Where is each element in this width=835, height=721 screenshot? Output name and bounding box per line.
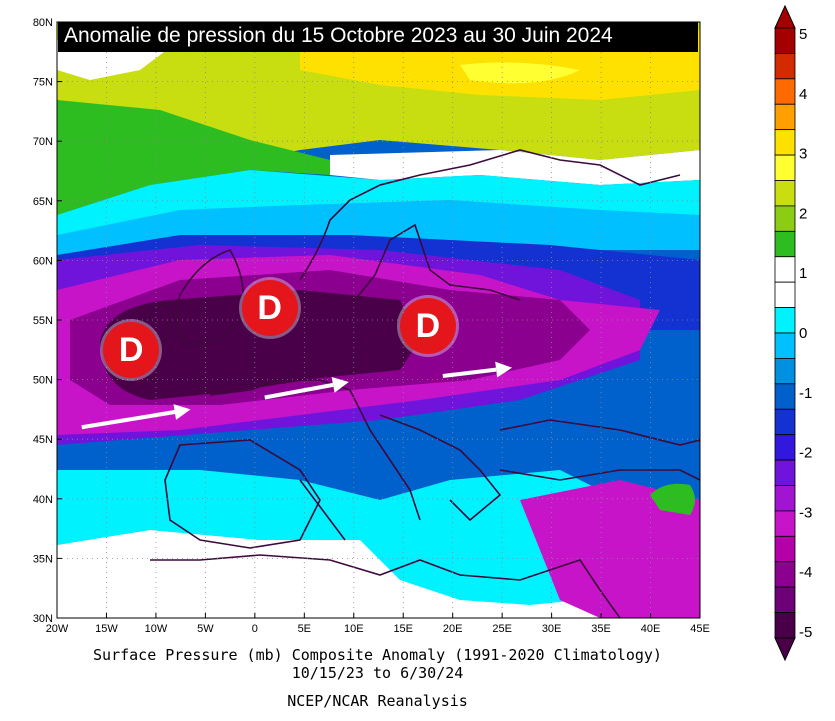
colorbar-label: -4 (799, 564, 812, 581)
colorbar-swatch (774, 205, 796, 232)
colorbar-swatch (774, 459, 796, 486)
latitude-ticks: 80N 75N 70N 65N 60N 55N 50N 45N 40N 35N 30N (33, 17, 62, 625)
anomaly-field-zero-2 (330, 150, 700, 185)
caption-line-3: NCEP/NCAR Reanalysis (287, 692, 468, 710)
anomaly-field-cyan (57, 170, 700, 270)
caption-line-1: Surface Pressure (mb) Composite Anomaly … (93, 646, 662, 664)
wind-arrow-shaft (81, 410, 176, 430)
low-pressure-marker: D (399, 297, 456, 354)
colorbar-label: -5 (799, 624, 812, 641)
lon-tick-label: 15E (393, 623, 413, 635)
lon-tick-label: 0 (252, 623, 258, 635)
low-pressure-marker: D (241, 280, 298, 337)
colorbar-swatch (774, 27, 796, 54)
colorbar-swatch (774, 230, 796, 258)
graticule (57, 22, 700, 618)
colorbar-swatch (774, 561, 796, 588)
colorbar-swatch (774, 53, 796, 80)
wind-arrow-shaft (442, 367, 497, 379)
lat-tick-label: 70N (33, 136, 53, 148)
lon-tick-label: 30E (542, 623, 562, 635)
lon-tick-label: 5E (298, 623, 311, 635)
colorbar-swatch (774, 180, 796, 207)
caption-line-2: 10/15/23 to 6/30/24 (291, 664, 464, 682)
lat-tick-label: 50N (33, 375, 53, 387)
colorbar-top-arrow (774, 4, 796, 29)
lat-tick-label: 40N (33, 494, 53, 506)
lat-tick-label: 60N (33, 255, 53, 267)
colorbar-swatch (774, 485, 796, 512)
colorbar-swatch (774, 408, 796, 436)
colorbar-label: 5 (799, 26, 807, 43)
colorbar-label: -3 (799, 504, 812, 521)
wind-arrows (81, 361, 513, 430)
lon-tick-label: 40E (641, 623, 661, 635)
colorbar: 5 4 3 2 1 0 -1 -2 -3 -4 -5 (774, 4, 812, 662)
colorbar-swatch (774, 103, 796, 131)
colorbar-swatch (774, 434, 796, 461)
anomaly-field-south-cyan (57, 470, 600, 580)
lon-tick-label: 35E (591, 623, 611, 635)
lat-tick-label: 55N (33, 315, 53, 327)
colorbar-swatch (774, 383, 796, 410)
colorbar-label: -1 (799, 385, 812, 402)
colorbar-swatch (774, 332, 796, 359)
wind-arrow-head (495, 361, 513, 378)
lon-tick-label: 10E (344, 623, 364, 635)
anomaly-field-dark (100, 290, 420, 400)
lon-tick-label: 10W (145, 623, 168, 635)
colorbar-swatch (774, 510, 796, 537)
title-background (58, 22, 698, 52)
colorbar-swatch (774, 612, 796, 639)
coastlines (139, 149, 700, 618)
colorbar-label: 3 (799, 146, 807, 163)
anomaly-field-north-3 (460, 62, 580, 84)
map-title: Anomalie de pression du 15 Octobre 2023 … (64, 24, 613, 47)
colorbar-swatch (774, 307, 796, 334)
lat-tick-label: 80N (33, 17, 53, 29)
longitude-ticks: 20W 15W 10W 5W 0 5E 10E 15E 20E 25E 30E 35E 40E 45E (46, 613, 710, 635)
wind-arrow-shaft (264, 382, 334, 400)
lon-tick-label: 25E (492, 623, 512, 635)
colorbar-label: 0 (799, 325, 807, 342)
colorbar-swatch (774, 586, 796, 613)
lon-tick-label: 20W (46, 623, 69, 635)
lat-tick-label: 75N (33, 77, 53, 89)
low-pressure-marker: D (103, 321, 160, 378)
lon-tick-label: 45E (690, 623, 710, 635)
colorbar-label: 2 (799, 205, 807, 222)
colorbar-swatch (774, 78, 796, 105)
lat-tick-label: 65N (33, 196, 53, 208)
lat-tick-label: 30N (33, 613, 53, 625)
anomaly-field-south-green (650, 483, 695, 515)
anomaly-field-green (57, 100, 330, 215)
colorbar-swatch (774, 154, 796, 181)
colorbar-swatch (774, 129, 796, 156)
lat-tick-label: 45N (33, 434, 53, 446)
colorbar-swatch (774, 358, 796, 385)
colorbar-bottom-arrow (774, 637, 796, 662)
colorbar-label: 1 (799, 265, 807, 282)
anomaly-field-south-magenta (520, 480, 700, 618)
lon-tick-label: 5W (197, 623, 214, 635)
anomaly-field-south-cyan-2 (360, 540, 585, 605)
colorbar-swatch (774, 535, 796, 563)
lat-tick-label: 35N (33, 553, 53, 565)
lon-tick-label: 20E (443, 623, 463, 635)
wind-arrow-head (331, 377, 349, 393)
colorbar-label: -2 (799, 445, 812, 462)
wind-arrow-head (173, 404, 191, 420)
anomaly-field-lightblue (57, 200, 700, 285)
colorbar-label: 4 (799, 86, 807, 103)
colorbar-swatch (774, 256, 796, 283)
colorbar-swatch (774, 281, 796, 308)
lon-tick-label: 15W (95, 623, 118, 635)
